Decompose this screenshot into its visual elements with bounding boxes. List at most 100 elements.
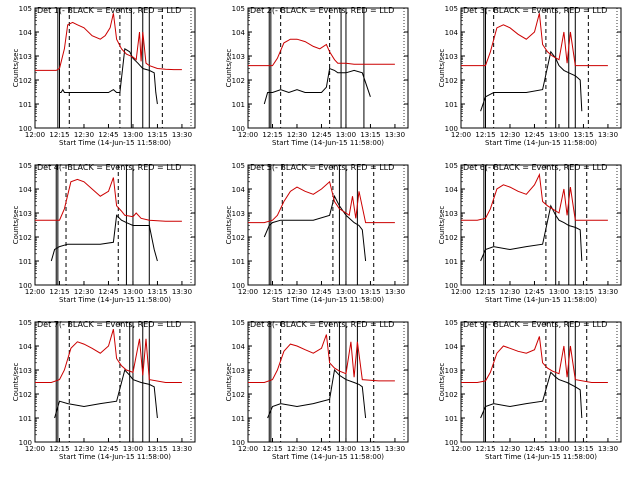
- series-events-line: [480, 204, 583, 262]
- x-tick-label: 12:30: [500, 288, 520, 296]
- x-tick-label: 13:30: [172, 445, 192, 453]
- series-lld-line: [461, 13, 608, 67]
- x-tick-label: 13:30: [598, 288, 618, 296]
- y-axis-label: Counts/sec: [12, 49, 20, 88]
- plot-frame: [247, 7, 409, 129]
- x-tick-label: 12:45: [311, 288, 331, 296]
- x-tick-label: 12:15: [262, 288, 282, 296]
- x-tick-label: 13:00: [549, 131, 569, 139]
- panel-title: Det 9(- BLACK = Events, RED = LLD: [463, 320, 607, 329]
- detector-panel: Det 5(- BLACK = Events, RED = LLD 100 101 1…: [225, 162, 409, 304]
- y-tick-label: 103: [19, 53, 32, 61]
- x-tick-label: 12:00: [451, 445, 471, 453]
- y-tick-label: 105: [445, 319, 458, 327]
- x-tick-label: 12:00: [451, 131, 471, 139]
- x-tick-label: 12:15: [49, 445, 69, 453]
- x-tick-label: 13:15: [573, 131, 593, 139]
- x-tick-label: 12:45: [98, 445, 118, 453]
- x-axis-label: Start Time (14-Jun-15 11:58:00): [272, 296, 384, 304]
- y-tick-label: 105: [19, 319, 32, 327]
- x-tick-label: 13:00: [336, 445, 356, 453]
- y-tick-label: 103: [445, 367, 458, 375]
- x-tick-label: 13:30: [598, 445, 618, 453]
- x-tick-label: 12:45: [524, 131, 544, 139]
- y-tick-label: 104: [19, 186, 33, 194]
- x-tick-label: 13:00: [336, 131, 356, 139]
- panel-title: Det 5(- BLACK = Events, RED = LLD: [250, 163, 394, 172]
- panel-title: Det 8(- BLACK = Events, RED = LLD: [250, 320, 394, 329]
- y-tick-label: 100: [232, 439, 245, 447]
- x-tick-label: 13:00: [123, 445, 143, 453]
- y-axis-label: Counts/sec: [438, 206, 446, 245]
- y-tick-label: 102: [445, 77, 458, 85]
- panel-title: Det 4(- BLACK = Events, RED = LLD: [37, 163, 181, 172]
- x-tick-label: 12:15: [262, 445, 282, 453]
- x-tick-label: 12:15: [475, 445, 495, 453]
- x-tick-label: 12:30: [287, 131, 307, 139]
- y-tick-label: 103: [19, 367, 32, 375]
- y-tick-label: 104: [19, 29, 33, 37]
- y-tick-label: 100: [19, 439, 32, 447]
- x-tick-label: 12:00: [25, 288, 45, 296]
- y-tick-label: 101: [232, 258, 245, 266]
- x-axis-label: Start Time (14-Jun-15 11:58:00): [59, 139, 171, 147]
- x-tick-label: 13:15: [360, 445, 380, 453]
- y-tick-label: 101: [445, 415, 458, 423]
- y-tick-label: 102: [19, 77, 32, 85]
- x-tick-label: 12:00: [238, 131, 258, 139]
- y-tick-label: 104: [232, 343, 246, 351]
- x-tick-label: 12:00: [25, 445, 45, 453]
- y-tick-label: 103: [445, 53, 458, 61]
- x-tick-label: 13:00: [336, 288, 356, 296]
- x-axis-label: Start Time (14-Jun-15 11:58:00): [485, 296, 597, 304]
- y-tick-label: 102: [232, 391, 245, 399]
- plot-frame: [247, 321, 409, 443]
- x-tick-label: 13:15: [147, 131, 167, 139]
- x-axis-label: Start Time (14-Jun-15 11:58:00): [485, 139, 597, 147]
- x-tick-label: 13:30: [172, 288, 192, 296]
- y-tick-label: 104: [445, 343, 459, 351]
- x-tick-label: 13:15: [147, 288, 167, 296]
- y-axis-label: Counts/sec: [225, 363, 233, 402]
- y-tick-label: 102: [19, 234, 32, 242]
- series-events-line: [267, 368, 367, 419]
- y-tick-label: 105: [232, 162, 245, 170]
- x-tick-label: 13:30: [598, 131, 618, 139]
- panel-title: Det 1(- BLACK = Events, RED = LLD: [37, 6, 181, 15]
- x-tick-label: 12:30: [287, 445, 307, 453]
- y-tick-label: 104: [232, 186, 246, 194]
- y-tick-label: 103: [19, 210, 32, 218]
- panel-title: Det 3(- BLACK = Events, RED = LLD: [463, 6, 607, 15]
- y-tick-label: 100: [232, 125, 245, 133]
- y-tick-label: 102: [232, 234, 245, 242]
- x-axis-label: Start Time (14-Jun-15 11:58:00): [272, 453, 384, 461]
- x-tick-label: 13:00: [549, 445, 569, 453]
- y-axis-label: Counts/sec: [438, 363, 446, 402]
- series-lld-line: [35, 329, 182, 383]
- y-tick-label: 100: [445, 125, 458, 133]
- y-tick-label: 105: [19, 5, 32, 13]
- y-axis-label: Counts/sec: [12, 206, 20, 245]
- series-events-line: [263, 194, 367, 262]
- y-tick-label: 101: [445, 101, 458, 109]
- y-tick-label: 103: [232, 53, 245, 61]
- series-events-line: [480, 371, 583, 419]
- x-tick-label: 12:30: [500, 445, 520, 453]
- x-tick-label: 12:30: [287, 288, 307, 296]
- plot-frame: [34, 164, 196, 286]
- plot-frame: [460, 164, 622, 286]
- series-events-line: [263, 67, 371, 105]
- y-tick-label: 101: [232, 415, 245, 423]
- x-tick-label: 13:00: [549, 288, 569, 296]
- x-tick-label: 12:00: [238, 288, 258, 296]
- x-tick-label: 12:15: [262, 131, 282, 139]
- detector-panel: Det 1(- BLACK = Events, RED = LLD 100 101 1…: [12, 5, 196, 147]
- x-tick-label: 12:45: [524, 445, 544, 453]
- y-tick-label: 100: [232, 282, 245, 290]
- x-tick-label: 12:30: [74, 288, 94, 296]
- series-events-line: [480, 50, 583, 112]
- y-tick-label: 104: [19, 343, 33, 351]
- detector-panel: Det 7(- BLACK = Events, RED = LLD 100 101 1…: [12, 319, 196, 461]
- x-axis-label: Start Time (14-Jun-15 11:58:00): [485, 453, 597, 461]
- y-axis-label: Counts/sec: [438, 49, 446, 88]
